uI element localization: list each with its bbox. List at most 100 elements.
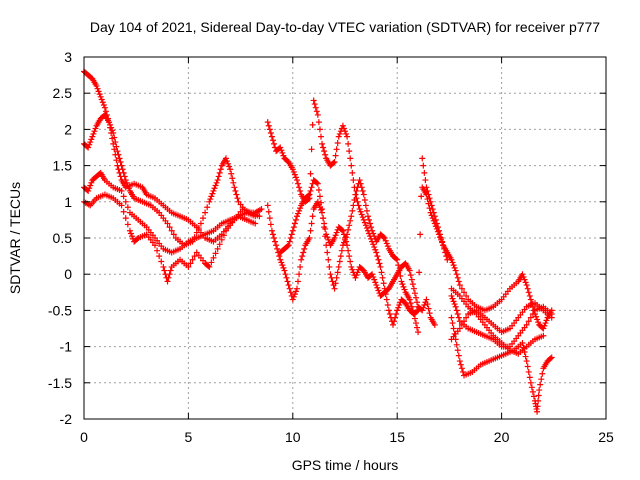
data-point-marker xyxy=(396,301,403,308)
data-point-marker xyxy=(278,147,285,154)
data-point-marker xyxy=(349,169,356,176)
data-point-marker xyxy=(406,267,413,274)
data-point-marker xyxy=(116,155,123,162)
x-tick-label: 10 xyxy=(285,429,301,445)
data-point-marker xyxy=(284,278,291,285)
data-point-marker xyxy=(373,249,380,256)
data-point-marker xyxy=(521,276,528,283)
data-point-marker xyxy=(354,198,361,205)
data-point-marker xyxy=(343,130,350,137)
data-point-marker xyxy=(267,130,274,137)
data-point-marker xyxy=(454,311,461,318)
data-point-marker xyxy=(225,160,232,167)
data-point-marker xyxy=(359,187,366,194)
data-point-marker xyxy=(92,125,99,132)
data-point-marker xyxy=(151,242,158,249)
data-point-marker xyxy=(414,308,421,315)
data-point-marker xyxy=(348,162,355,169)
data-point-marker xyxy=(266,126,273,133)
data-point-marker xyxy=(523,358,530,365)
data-point-marker xyxy=(193,229,200,236)
data-point-marker xyxy=(418,193,425,200)
data-point-marker xyxy=(293,177,300,184)
data-point-marker xyxy=(527,379,534,386)
data-point-marker xyxy=(165,274,172,281)
data-point-marker xyxy=(160,263,167,270)
data-point-marker xyxy=(456,282,463,289)
data-point-marker xyxy=(542,320,549,327)
data-point-marker xyxy=(296,271,303,278)
data-point-marker xyxy=(283,274,290,281)
data-point-marker xyxy=(273,242,280,249)
data-point-marker xyxy=(520,273,527,280)
data-point-marker xyxy=(91,128,98,135)
data-point-marker xyxy=(308,184,315,191)
data-point-marker xyxy=(330,159,337,166)
data-point-marker xyxy=(311,101,318,108)
data-point-marker xyxy=(424,301,431,308)
data-point-marker xyxy=(189,256,196,263)
data-point-marker xyxy=(347,258,354,265)
data-point-marker xyxy=(450,325,457,332)
data-point-marker xyxy=(297,205,304,212)
data-point-marker xyxy=(423,296,430,303)
data-point-marker xyxy=(269,137,276,144)
data-point-marker xyxy=(123,179,130,186)
data-point-marker xyxy=(338,247,345,254)
data-point-marker xyxy=(290,168,297,175)
data-point-marker xyxy=(272,238,279,245)
data-point-marker xyxy=(274,245,281,252)
data-point-marker xyxy=(113,143,120,150)
data-point-marker xyxy=(202,209,209,216)
data-point-marker xyxy=(289,296,296,303)
data-point-marker xyxy=(411,315,418,322)
data-point-marker xyxy=(548,314,555,321)
data-point-marker xyxy=(406,296,413,303)
data-point-marker xyxy=(461,318,468,325)
data-point-marker xyxy=(377,263,384,270)
data-point-marker xyxy=(534,408,541,415)
y-tick-label: -1.5 xyxy=(48,375,72,391)
data-point-marker xyxy=(319,206,326,213)
y-tick-label: -2 xyxy=(60,411,73,427)
data-point-marker xyxy=(360,216,367,223)
data-point-marker xyxy=(379,274,386,281)
data-point-marker xyxy=(279,262,286,269)
data-point-marker xyxy=(371,276,378,283)
data-point-marker xyxy=(350,177,357,184)
data-point-marker xyxy=(110,130,117,137)
data-point-marker xyxy=(211,185,218,192)
data-point-marker xyxy=(353,272,360,279)
y-tick-label: 1 xyxy=(64,194,72,210)
data-point-marker xyxy=(361,196,368,203)
data-point-marker xyxy=(450,262,457,269)
data-point-marker xyxy=(122,177,129,184)
data-point-marker xyxy=(277,144,284,151)
data-point-marker xyxy=(525,289,532,296)
data-point-marker xyxy=(268,227,275,234)
data-point-marker xyxy=(87,182,94,189)
data-point-marker xyxy=(107,121,114,128)
data-point-marker xyxy=(313,108,320,115)
x-axis-label: GPS time / hours xyxy=(292,457,399,473)
data-point-marker xyxy=(287,235,294,241)
data-point-marker xyxy=(158,258,165,265)
data-point-marker xyxy=(345,140,352,147)
data-point-marker xyxy=(120,169,127,176)
data-point-marker xyxy=(307,187,314,194)
data-point-marker xyxy=(458,285,465,292)
data-point-marker xyxy=(394,256,401,263)
data-point-marker xyxy=(331,235,338,241)
data-point-marker xyxy=(448,292,455,299)
data-point-marker xyxy=(156,253,163,260)
data-point-marker xyxy=(458,365,465,372)
data-point-marker xyxy=(339,227,346,234)
data-point-marker xyxy=(231,184,238,191)
data-point-marker xyxy=(455,352,462,359)
data-point-marker xyxy=(112,139,119,146)
data-point-marker xyxy=(396,267,403,274)
data-point-marker xyxy=(204,204,211,211)
data-point-marker xyxy=(360,191,367,198)
data-point-marker xyxy=(317,133,324,140)
data-point-marker xyxy=(370,273,377,280)
